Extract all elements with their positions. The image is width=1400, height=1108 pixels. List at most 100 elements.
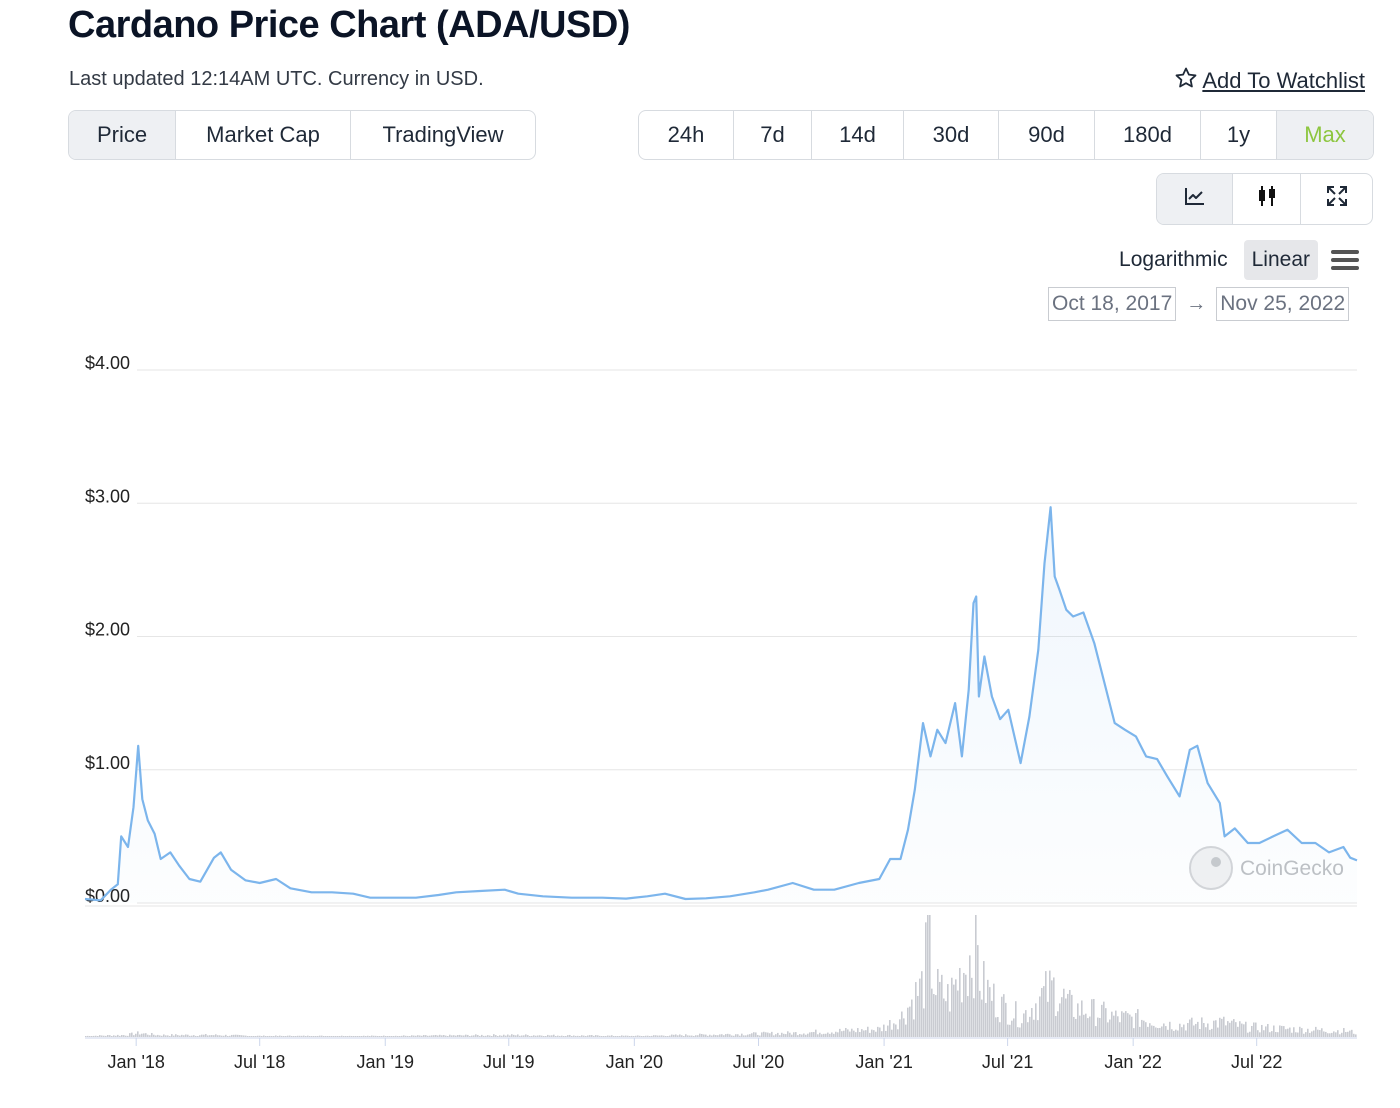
line-chart-button[interactable] [1157,174,1232,224]
volume-bar [395,1035,397,1037]
range-30d-button[interactable]: 30d [903,111,998,159]
logarithmic-option[interactable]: Logarithmic [1119,248,1228,271]
range-1y-button[interactable]: 1y [1200,111,1276,159]
volume-bar [319,1035,321,1037]
volume-bar [1301,1028,1303,1037]
volume-bar [841,1031,843,1037]
volume-bar [435,1034,437,1037]
volume-bar [209,1035,211,1037]
volume-bar [239,1035,241,1037]
volume-bar [533,1035,535,1037]
volume-bar [677,1035,679,1037]
volume-bar [803,1033,805,1037]
range-14d-button[interactable]: 14d [811,111,903,159]
volume-bar [1213,1020,1215,1037]
volume-bar [601,1036,603,1037]
volume-bar [859,1032,861,1037]
volume-bar [1129,1014,1131,1037]
volume-bar [295,1036,297,1037]
volume-bar [1119,1022,1121,1037]
volume-bar [325,1036,327,1037]
volume-bar [135,1033,137,1037]
volume-bar [815,1029,817,1037]
volume-bar [1169,1021,1171,1037]
volume-bar [885,1030,887,1037]
volume-bar [1167,1029,1169,1037]
volume-bar [373,1035,375,1037]
volume-bar [761,1032,763,1037]
volume-bar [1033,1019,1035,1037]
volume-bar [993,983,995,1037]
volume-bar [1219,1017,1221,1037]
tab-tradingview[interactable]: TradingView [350,111,535,159]
add-to-watchlist-link[interactable]: Add To Watchlist [1174,66,1365,96]
range-24h-button[interactable]: 24h [667,122,705,147]
volume-bar [1001,996,1003,1037]
end-date-input[interactable]: Nov 25, 2022 [1216,287,1350,321]
range-max-button[interactable]: Max [1276,111,1373,159]
volume-bar [1339,1034,1341,1037]
volume-bar [657,1035,659,1037]
candlestick-button[interactable] [1232,174,1300,224]
volume-bar [1145,1022,1147,1037]
volume-bar [1345,1032,1347,1037]
volume-bar [1215,1020,1217,1037]
volume-bar [257,1035,259,1037]
range-180d-button[interactable]: 180d [1094,111,1200,159]
volume-bar [429,1035,431,1037]
volume-bar [293,1036,295,1037]
volume-bar [493,1034,495,1037]
scale-selector: Logarithmic Linear [1111,240,1360,280]
range-90d-button[interactable]: 90d [998,111,1094,159]
fullscreen-button[interactable] [1300,174,1372,224]
volume-bar [1141,1019,1143,1037]
volume-bar [1317,1029,1319,1037]
volume-bar [351,1036,353,1037]
volume-bar [1243,1024,1245,1037]
volume-bar [909,1006,911,1037]
menu-icon[interactable] [1330,248,1360,272]
volume-bar [205,1034,207,1037]
volume-bar [627,1035,629,1037]
volume-bar [335,1036,337,1037]
volume-bar [1081,1000,1083,1037]
volume-bar [275,1035,277,1037]
volume-bar [289,1035,291,1037]
volume-bar [127,1035,129,1037]
volume-bar [1323,1031,1325,1037]
volume-bar [925,922,927,1037]
volume-bar [1319,1030,1321,1037]
range-7d-button[interactable]: 7d [733,111,811,159]
volume-bar [671,1034,673,1037]
volume-bar [1281,1025,1283,1037]
volume-bar [321,1035,323,1037]
volume-bar [697,1035,699,1037]
start-date-input[interactable]: Oct 18, 2017 [1048,287,1177,321]
volume-bar [853,1030,855,1037]
volume-bar [133,1035,135,1037]
volume-bar [1325,1031,1327,1037]
volume-bar [119,1035,121,1037]
volume-bar [561,1035,563,1037]
x-tick-label: Jan '18 [107,1052,164,1072]
volume-bar [1077,1003,1079,1037]
volume-bar [535,1035,537,1037]
volume-bar [107,1035,109,1037]
volume-bar [1279,1025,1281,1037]
tab-price[interactable]: Price [69,111,175,159]
volume-bar [1097,1017,1099,1037]
volume-bar [1069,989,1071,1037]
volume-bar [503,1034,505,1037]
volume-bar [645,1035,647,1037]
volume-bar [137,1031,139,1037]
volume-bar [973,998,975,1037]
volume-bar [1057,1011,1059,1037]
volume-bar [213,1035,215,1037]
volume-bar [823,1033,825,1037]
volume-bar [681,1035,683,1037]
tab-market-cap[interactable]: Market Cap [175,111,350,159]
volume-bar [515,1035,517,1037]
volume-bar [1125,1011,1127,1037]
volume-bar [1287,1028,1289,1037]
linear-option[interactable]: Linear [1243,240,1318,280]
